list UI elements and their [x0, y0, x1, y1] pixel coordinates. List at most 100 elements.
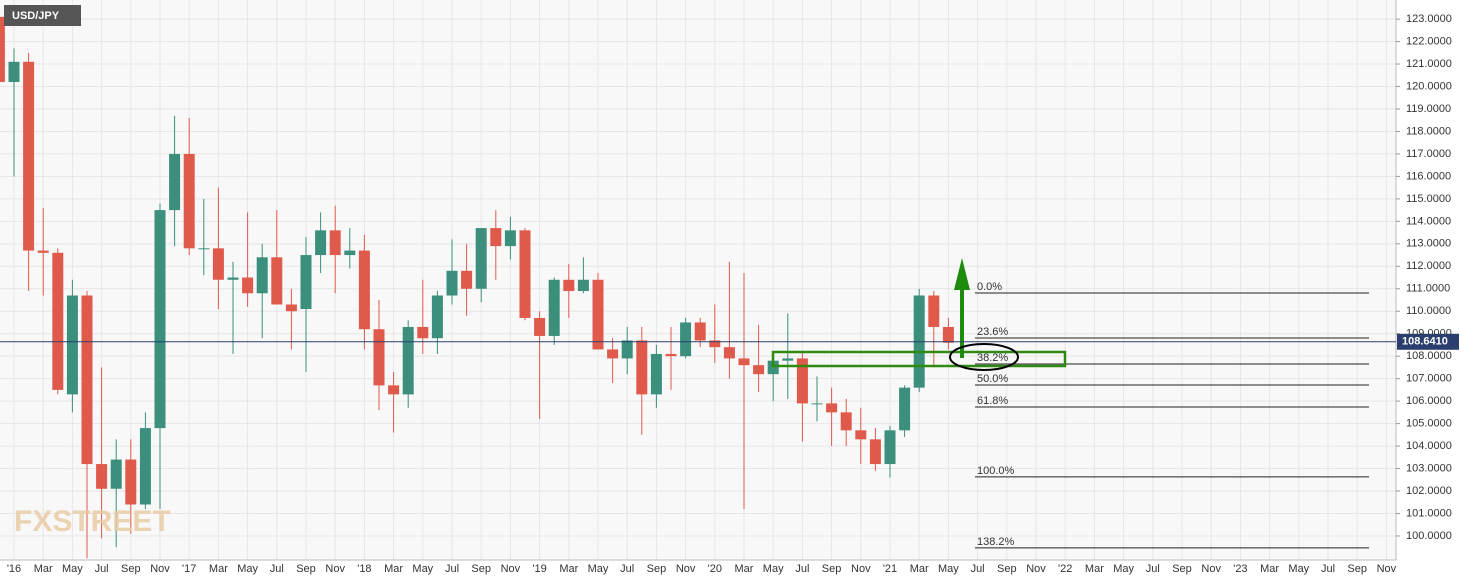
x-tick-label: Mar — [34, 563, 53, 575]
highlight-ellipse — [949, 343, 1019, 371]
x-tick-label: Mar — [1085, 563, 1104, 575]
y-tick-label: 121.0000 — [1406, 58, 1452, 70]
y-tick-label: 118.0000 — [1406, 125, 1451, 137]
x-tick-label: Sep — [997, 563, 1017, 575]
x-tick-label: '20 — [708, 563, 722, 575]
candle-body — [607, 349, 619, 359]
candle-body — [8, 61, 20, 83]
x-tick-label: Sep — [121, 563, 141, 575]
candle-body — [431, 295, 443, 339]
x-tick-label: Sep — [647, 563, 667, 575]
x-tick-label: May — [588, 563, 609, 575]
x-tick-label: May — [763, 563, 784, 575]
candle-body — [358, 250, 370, 330]
candle-body — [840, 412, 852, 431]
x-tick-label: Nov — [676, 563, 696, 575]
fib-label: 50.0% — [977, 373, 1008, 385]
y-tick-label: 110.0000 — [1406, 305, 1451, 317]
candle-body — [577, 279, 589, 292]
symbol: USD/JPY — [12, 10, 60, 22]
x-tick-label: Jul — [1146, 563, 1160, 575]
zone-box — [771, 350, 1067, 368]
x-tick-label: Nov — [325, 563, 345, 575]
y-tick-label: 115.0000 — [1406, 193, 1451, 205]
candle-body — [694, 322, 706, 341]
y-tick-label: 116.0000 — [1406, 170, 1451, 182]
y-tick-label: 117.0000 — [1406, 148, 1451, 160]
x-tick-label: '21 — [883, 563, 897, 575]
fib-label: 138.2% — [977, 536, 1015, 548]
candle-body — [66, 295, 78, 395]
candle-body — [300, 255, 312, 309]
candle-body — [738, 358, 750, 366]
x-tick-label: Jul — [445, 563, 459, 575]
candle-body — [81, 295, 93, 465]
candle-body — [315, 230, 327, 256]
candle-body — [373, 329, 385, 386]
candle-body — [461, 270, 473, 289]
y-tick-label: 105.0000 — [1406, 418, 1452, 430]
x-tick-label: '23 — [1233, 563, 1247, 575]
candle-body — [899, 387, 911, 431]
y-tick-label: 107.0000 — [1406, 373, 1452, 385]
candle-body — [680, 322, 692, 357]
candle-body — [183, 153, 195, 249]
y-tick-label: 123.0000 — [1406, 13, 1452, 25]
candle-body — [665, 353, 677, 357]
x-tick-label: Sep — [1347, 563, 1367, 575]
x-tick-label: Mar — [384, 563, 403, 575]
x-tick-label: Nov — [501, 563, 521, 575]
candle-body — [285, 304, 297, 312]
candle-body — [636, 340, 648, 395]
x-tick-label: Nov — [851, 563, 871, 575]
y-tick-label: 112.0000 — [1406, 260, 1451, 272]
x-tick-label: Sep — [296, 563, 316, 575]
x-tick-label: Jul — [95, 563, 109, 575]
fib-label: 23.6% — [977, 326, 1008, 338]
y-tick-label: 122.0000 — [1406, 35, 1452, 47]
x-tick-label: '22 — [1058, 563, 1072, 575]
last-price-box — [1397, 333, 1459, 350]
x-tick-label: Jul — [971, 563, 985, 575]
candle-body — [563, 279, 575, 292]
candle-body — [212, 248, 224, 280]
candles — [0, 16, 954, 559]
x-tick-label: Jul — [1321, 563, 1335, 575]
candle-body — [928, 295, 940, 327]
x-tick-label: Nov — [1201, 563, 1221, 575]
x-tick-label: Sep — [1172, 563, 1192, 575]
candle-body — [198, 248, 210, 250]
candle-body — [650, 353, 662, 395]
candle-body — [23, 61, 35, 251]
candle-body — [753, 365, 765, 375]
candle-body — [446, 270, 458, 296]
candle-body — [621, 340, 633, 359]
x-tick-label: Jul — [270, 563, 284, 575]
y-tick-label: 106.0000 — [1406, 395, 1452, 407]
y-tick-label: 100.0000 — [1406, 530, 1452, 542]
fib-label: 0.0% — [977, 281, 1002, 293]
y-tick-label: 104.0000 — [1406, 440, 1452, 452]
candle-body — [811, 403, 823, 405]
candle-body — [855, 430, 867, 440]
candle-body — [534, 317, 546, 336]
candle-body — [782, 358, 794, 361]
arrow-head — [954, 258, 970, 290]
candle-body — [344, 250, 356, 256]
candle-body — [125, 459, 137, 505]
candle-body — [169, 153, 181, 211]
y-tick-label: 103.0000 — [1406, 462, 1452, 474]
candle-body — [723, 347, 735, 359]
candle-body — [490, 228, 502, 247]
candle-body — [826, 403, 838, 413]
x-tick-label: May — [1113, 563, 1134, 575]
candle-body — [709, 340, 721, 348]
candle-body — [227, 277, 239, 280]
fib-label: 100.0% — [977, 465, 1015, 477]
candle-body — [475, 228, 487, 289]
x-tick-label: May — [1288, 563, 1309, 575]
candle-body — [256, 257, 268, 294]
x-tick-label: Mar — [910, 563, 929, 575]
candle-body — [329, 230, 341, 256]
